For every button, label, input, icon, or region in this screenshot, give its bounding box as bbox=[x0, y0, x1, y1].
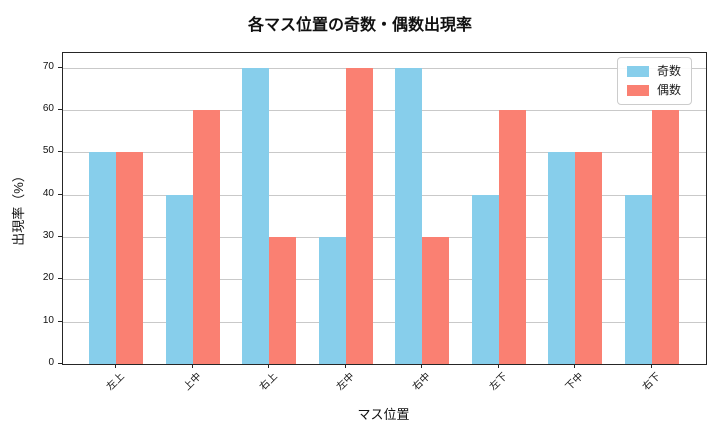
y-tick-label: 60 bbox=[42, 103, 54, 115]
y-tick-mark bbox=[58, 363, 62, 364]
bar-奇数-左上 bbox=[89, 152, 116, 364]
gridline bbox=[63, 279, 706, 281]
x-tick-mark bbox=[191, 364, 193, 368]
legend: 奇数 偶数 bbox=[617, 57, 693, 105]
legend-swatch-even bbox=[627, 85, 649, 96]
legend-swatch-odd bbox=[627, 66, 649, 77]
x-axis-label: マス位置 bbox=[357, 407, 410, 422]
y-tick-label: 70 bbox=[42, 60, 54, 72]
bar-奇数-上中 bbox=[165, 194, 193, 364]
x-tick-label: 上中 bbox=[181, 371, 204, 393]
x-tick-mark bbox=[421, 364, 422, 368]
y-tick-mark bbox=[58, 66, 62, 68]
legend-label: 奇数 bbox=[657, 64, 682, 78]
x-tick-mark bbox=[268, 364, 269, 368]
bar-奇数-右中 bbox=[395, 67, 422, 364]
bar-奇数-右下 bbox=[624, 194, 652, 364]
y-tick-mark bbox=[58, 151, 62, 153]
y-tick-mark bbox=[58, 193, 62, 195]
plot-area bbox=[62, 52, 707, 365]
bar-奇数-右上 bbox=[242, 67, 269, 364]
y-tick-mark bbox=[58, 278, 62, 280]
x-tick-label: 左下 bbox=[487, 371, 510, 393]
legend-item: 奇数 bbox=[627, 65, 681, 78]
bar-奇数-左下 bbox=[471, 194, 499, 364]
gridline bbox=[63, 237, 706, 239]
bar-偶数-右中 bbox=[422, 237, 449, 364]
x-tick-label: 右中 bbox=[410, 371, 433, 393]
legend-item: 偶数 bbox=[627, 84, 681, 97]
bar-偶数-左上 bbox=[116, 152, 143, 364]
gridline bbox=[63, 110, 706, 112]
x-tick-mark bbox=[115, 364, 116, 368]
x-tick-mark bbox=[497, 364, 499, 368]
bar-奇数-下中 bbox=[548, 152, 575, 364]
x-tick-mark bbox=[650, 364, 652, 368]
chart-title: 各マス位置の奇数・偶数出現率 bbox=[247, 17, 472, 34]
x-tick-label: 下中 bbox=[563, 371, 586, 393]
bar-偶数-右上 bbox=[269, 237, 296, 364]
y-tick-label: 20 bbox=[42, 272, 54, 284]
x-tick-label: 右下 bbox=[640, 371, 663, 393]
x-tick-label: 右上 bbox=[257, 371, 280, 393]
gridline bbox=[63, 321, 706, 323]
x-tick-mark bbox=[344, 364, 346, 368]
bar-偶数-左中 bbox=[345, 67, 373, 364]
y-tick-label: 30 bbox=[42, 230, 54, 242]
bar-偶数-下中 bbox=[575, 152, 602, 364]
y-tick-mark bbox=[58, 236, 62, 238]
y-tick-label: 40 bbox=[42, 187, 54, 199]
x-tick-label: 左中 bbox=[334, 371, 357, 393]
bar-偶数-上中 bbox=[192, 110, 220, 364]
y-tick-label: 10 bbox=[42, 314, 54, 326]
x-tick-label: 左上 bbox=[104, 371, 127, 393]
gridline bbox=[63, 67, 706, 69]
bar-偶数-右下 bbox=[651, 110, 679, 364]
y-tick-label: 50 bbox=[42, 145, 54, 157]
y-tick-mark bbox=[58, 320, 62, 322]
y-tick-mark bbox=[58, 109, 62, 111]
y-tick-label: 0 bbox=[48, 357, 54, 368]
bar-偶数-左下 bbox=[498, 110, 526, 364]
legend-label: 偶数 bbox=[657, 83, 682, 97]
gridline bbox=[63, 152, 706, 154]
x-tick-mark bbox=[574, 364, 575, 368]
bar-奇数-左中 bbox=[318, 237, 346, 364]
gridline bbox=[63, 194, 706, 196]
